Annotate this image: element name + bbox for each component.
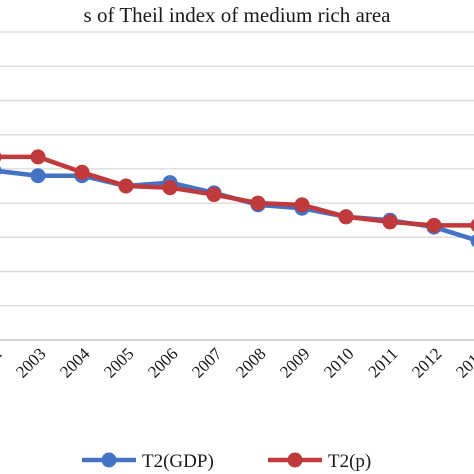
data-point	[30, 168, 46, 184]
data-point	[426, 217, 442, 233]
x-tick-label: 2009	[276, 344, 313, 381]
series-T2(GDP)	[0, 166, 474, 248]
data-point	[30, 149, 46, 165]
legend-marker	[287, 452, 303, 468]
series-line	[0, 154, 474, 228]
x-tick-label: 2008	[232, 344, 269, 381]
x-axis-tick-labels: 2002 2003 2004 2005 2006 2007 2008 2009 2010 2011…	[0, 344, 474, 382]
x-tick-label: 2004	[56, 344, 94, 382]
data-point	[250, 195, 266, 211]
data-point	[0, 152, 2, 162]
x-tick-label: 2012	[408, 344, 445, 381]
data-point	[470, 234, 474, 248]
data-point	[162, 180, 178, 196]
data-point	[382, 214, 398, 230]
legend-label: T2(p)	[328, 451, 371, 472]
data-point	[206, 187, 222, 203]
x-tick-label: 2002	[0, 344, 6, 381]
data-point	[118, 178, 134, 194]
legend-marker	[101, 452, 117, 468]
x-tick-label: 2011	[365, 344, 402, 381]
series-T2(p)	[0, 149, 474, 233]
data-point	[74, 164, 90, 180]
gridlines	[0, 31, 474, 341]
legend-label: T2(GDP)	[142, 451, 214, 472]
x-tick-label: 2010	[320, 344, 357, 381]
x-tick-label: 2013	[452, 344, 474, 381]
chart-title: s of Theil index of medium rich area	[84, 3, 392, 27]
x-tick-label: 2003	[12, 344, 49, 381]
data-point	[470, 219, 474, 232]
legend-item: T2(p)	[268, 451, 371, 472]
data-point	[294, 197, 310, 213]
series-line	[0, 169, 474, 242]
data-point	[0, 166, 2, 176]
x-tick-label: 2007	[188, 344, 226, 382]
series-layer	[0, 149, 474, 248]
legend-item: T2(GDP)	[82, 451, 214, 472]
data-point	[338, 209, 354, 225]
x-tick-label: 2005	[100, 344, 137, 381]
x-tick-label: 2006	[144, 344, 181, 381]
legend: T2(GDP) T2(p)	[82, 451, 371, 472]
